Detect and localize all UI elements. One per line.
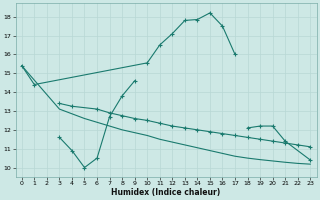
X-axis label: Humidex (Indice chaleur): Humidex (Indice chaleur) [111,188,221,197]
